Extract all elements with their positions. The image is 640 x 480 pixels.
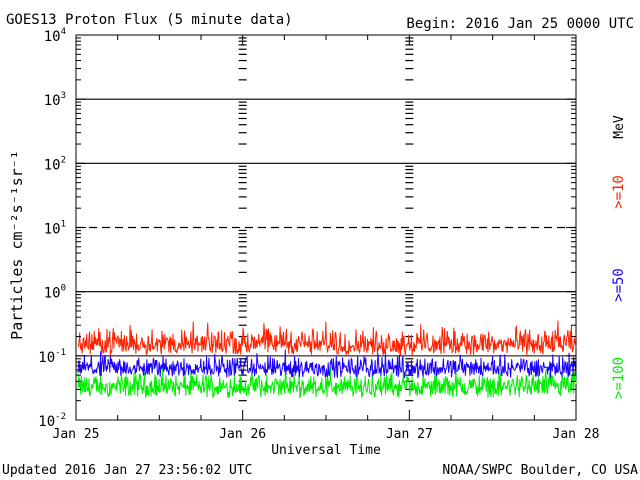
x-tick-label: Jan 25	[53, 427, 100, 442]
y-tick-label: 104	[44, 27, 66, 45]
y-tick-label: 100	[44, 284, 66, 302]
series-line-0	[77, 320, 577, 357]
legend-series-ge100: >=100	[611, 357, 627, 399]
legend-unit-label: MeV	[612, 115, 627, 139]
legend-series-ge50: >=50	[611, 268, 627, 302]
series-line-2	[77, 365, 577, 399]
flux-series	[77, 320, 577, 399]
begin-time-label: Begin: 2016 Jan 25 0000 UTC	[406, 16, 634, 32]
x-axis-label: Universal Time	[271, 443, 381, 458]
y-tick-label: 102	[44, 155, 66, 173]
x-axis-ticks: Jan 25 Jan 26 Jan 27 Jan 28	[53, 35, 600, 442]
y-axis-ticks: 10-2 10-1 100 101 102 103 104	[38, 27, 576, 430]
x-tick-label: Jan 26	[219, 427, 266, 442]
y-tick-label: 101	[44, 220, 66, 238]
chart-title: GOES13 Proton Flux (5 minute data)	[6, 12, 293, 28]
y-tick-label: 10-2	[38, 412, 66, 430]
legend-series-ge10: >=10	[611, 175, 627, 209]
y-tick-label: 10-1	[38, 348, 66, 366]
updated-timestamp: Updated 2016 Jan 27 23:56:02 UTC	[2, 463, 252, 478]
y-axis-label: Particles cm⁻²s⁻¹sr⁻¹	[8, 150, 26, 340]
series-line-1	[77, 349, 577, 379]
x-tick-label: Jan 28	[553, 427, 600, 442]
credit-label: NOAA/SWPC Boulder, CO USA	[442, 463, 638, 478]
x-tick-label: Jan 27	[386, 427, 433, 442]
y-tick-label: 103	[44, 91, 66, 109]
